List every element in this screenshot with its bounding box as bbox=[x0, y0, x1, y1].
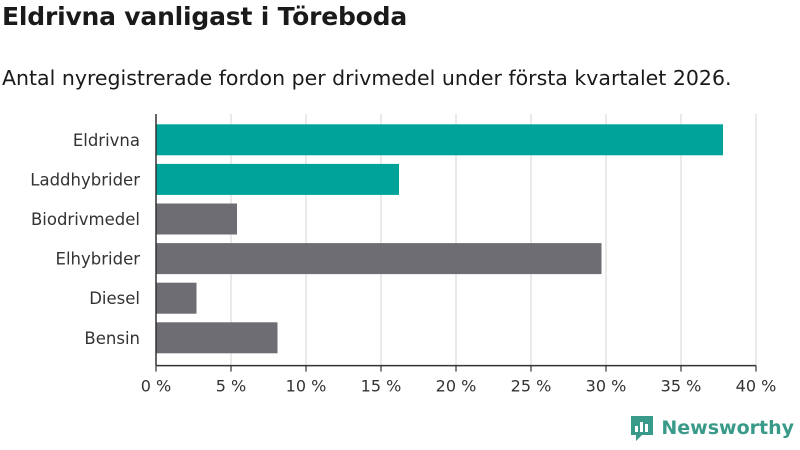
x-tick-label: 20 % bbox=[436, 377, 477, 396]
category-label: Biodrivmedel bbox=[31, 210, 140, 229]
x-tick-label: 40 % bbox=[736, 377, 777, 396]
chart-subtitle: Antal nyregistrerade fordon per drivmede… bbox=[2, 66, 732, 90]
bar-laddhybrider bbox=[156, 163, 399, 195]
newsworthy-logo-icon bbox=[631, 416, 654, 441]
category-label: Bensin bbox=[84, 329, 140, 348]
bar-diesel bbox=[156, 282, 197, 314]
bar-chart: Eldrivna Laddhybrider Biodrivmedel Elhybrid… bbox=[30, 114, 777, 396]
bar-eldrivna bbox=[156, 124, 723, 156]
category-label: Diesel bbox=[89, 289, 140, 308]
x-tick-label: 10 % bbox=[286, 377, 327, 396]
x-tick-label: 15 % bbox=[361, 377, 402, 396]
chart-title: Eldrivna vanligast i Töreboda bbox=[2, 2, 407, 31]
newsworthy-logo-text: Newsworthy bbox=[661, 417, 794, 439]
x-tick-label: 0 % bbox=[141, 377, 171, 396]
x-tick-label: 5 % bbox=[216, 377, 246, 396]
bar-bensin bbox=[156, 322, 278, 354]
x-tick-label: 35 % bbox=[661, 377, 702, 396]
newsworthy-logo: Newsworthy bbox=[629, 414, 794, 442]
x-tick-label: 30 % bbox=[586, 377, 627, 396]
bar-biodrivmedel bbox=[156, 203, 237, 235]
category-label: Elhybrider bbox=[56, 250, 141, 269]
category-label: Laddhybrider bbox=[30, 170, 140, 189]
category-label: Eldrivna bbox=[73, 131, 140, 150]
bar-elhybrider bbox=[156, 243, 602, 275]
x-tick-label: 25 % bbox=[511, 377, 552, 396]
